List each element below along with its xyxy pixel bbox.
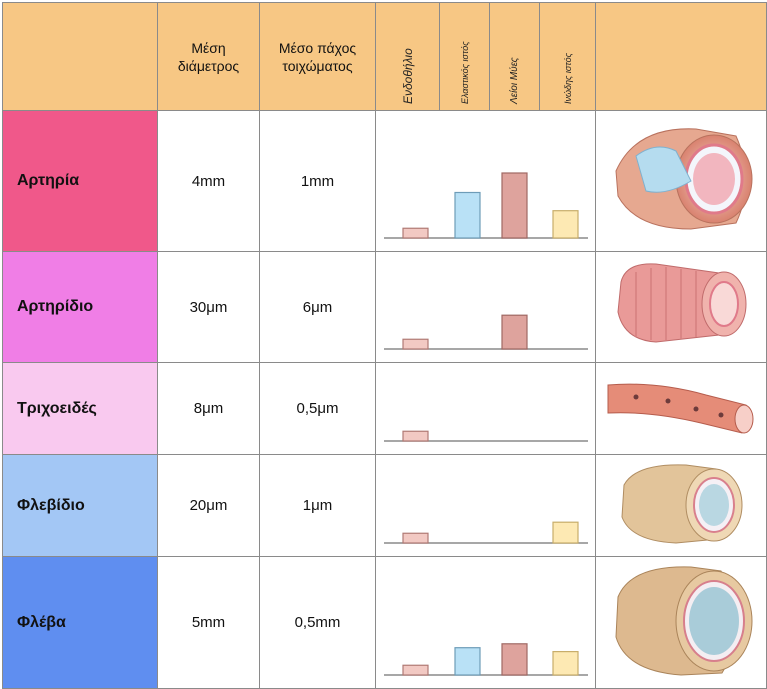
header-illustration bbox=[595, 2, 767, 111]
row-vein: Φλέβα 5mm 0,5mm bbox=[2, 556, 767, 689]
bar-endothelium bbox=[402, 430, 429, 442]
diameter-venule: 20μm bbox=[157, 454, 260, 557]
tissue-bars-arteriole bbox=[375, 251, 596, 363]
bar-endothelium bbox=[402, 664, 429, 676]
artery-illustration bbox=[595, 110, 767, 252]
wall-artery: 1mm bbox=[259, 110, 376, 252]
header-fibrous: Ινώδης ιστός bbox=[539, 2, 596, 111]
header-diameter: Μέση διάμετρος bbox=[157, 2, 260, 111]
bar-fibrous bbox=[552, 650, 579, 676]
header-elastic: Ελαστικός ιστός bbox=[439, 2, 490, 111]
diameter-capillary: 8μm bbox=[157, 362, 260, 455]
wall-capillary: 0,5μm bbox=[259, 362, 376, 455]
row-name-capillary: Τριχοειδές bbox=[2, 362, 158, 455]
row-name-artery: Αρτηρία bbox=[2, 110, 158, 252]
diameter-arteriole: 30μm bbox=[157, 251, 260, 363]
tissue-bars-venule bbox=[375, 454, 596, 557]
tissue-bars-artery bbox=[375, 110, 596, 252]
diameter-artery: 4mm bbox=[157, 110, 260, 252]
row-venule: Φλεβίδιο 20μm 1μm bbox=[2, 454, 767, 557]
wall-vein: 0,5mm bbox=[259, 556, 376, 689]
capillary-illustration bbox=[595, 362, 767, 455]
header-wall-thickness: Μέσο πάχος τοιχώματος bbox=[259, 2, 376, 111]
venule-illustration bbox=[595, 454, 767, 557]
header-muscle: Λείοι Μύες bbox=[489, 2, 540, 111]
row-name-venule: Φλεβίδιο bbox=[2, 454, 158, 557]
bar-elastic bbox=[454, 191, 481, 239]
row-capillary: Τριχοειδές 8μm 0,5μm bbox=[2, 362, 767, 455]
tissue-chart-arteriole bbox=[384, 314, 588, 350]
header-row: Μέση διάμετρος Μέσο πάχος τοιχώματος Ενδ… bbox=[2, 2, 767, 111]
arteriole-illustration bbox=[595, 251, 767, 363]
header-corner bbox=[2, 2, 158, 111]
bar-elastic bbox=[454, 647, 481, 676]
bar-muscle bbox=[501, 172, 528, 239]
diameter-vein: 5mm bbox=[157, 556, 260, 689]
bar-endothelium bbox=[402, 338, 429, 350]
bar-muscle bbox=[501, 314, 528, 350]
vein-illustration bbox=[595, 556, 767, 689]
bar-endothelium bbox=[402, 227, 429, 239]
tissue-chart-capillary bbox=[384, 430, 588, 442]
header-elastic-label: Ελαστικός ιστός bbox=[459, 41, 470, 104]
bar-endothelium bbox=[402, 532, 429, 544]
bar-fibrous bbox=[552, 210, 579, 239]
tissue-bars-capillary bbox=[375, 362, 596, 455]
tissue-chart-artery bbox=[384, 172, 588, 239]
row-name-vein: Φλέβα bbox=[2, 556, 158, 689]
header-muscle-label: Λείοι Μύες bbox=[508, 57, 520, 104]
bar-fibrous bbox=[552, 521, 579, 544]
row-name-arteriole: Αρτηρίδιο bbox=[2, 251, 158, 363]
tissue-chart-venule bbox=[384, 521, 588, 544]
bar-muscle bbox=[501, 643, 528, 676]
tissue-chart-vein bbox=[384, 643, 588, 676]
tissue-bars-vein bbox=[375, 556, 596, 689]
wall-venule: 1μm bbox=[259, 454, 376, 557]
header-endothelium: Ενδοθήλιο bbox=[375, 2, 440, 111]
wall-arteriole: 6μm bbox=[259, 251, 376, 363]
row-artery: Αρτηρία 4mm 1mm bbox=[2, 110, 767, 252]
header-endothelium-label: Ενδοθήλιο bbox=[400, 48, 415, 104]
header-fibrous-label: Ινώδης ιστός bbox=[562, 52, 573, 104]
row-arteriole: Αρτηρίδιο 30μm 6μm bbox=[2, 251, 767, 363]
